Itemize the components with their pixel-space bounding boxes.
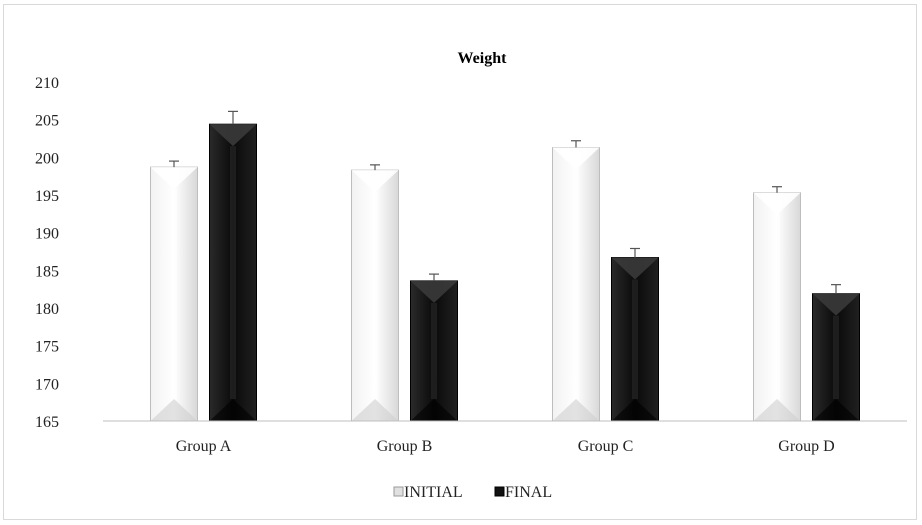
x-tick-label: Group D [778,438,834,455]
bar-top-bevel [611,257,659,280]
bar-initial-group-c [552,140,600,422]
bar-top-bevel [552,147,600,170]
bar-bottom-bevel [209,399,257,421]
bar-bottom-bevel [552,399,600,421]
y-tick-label: 180 [35,301,59,318]
bar-final-group-c [611,247,659,422]
y-tick-label: 185 [35,263,59,280]
bar-final-group-b [410,273,458,422]
bars [150,110,860,422]
legend: INITIAL FINAL [393,484,552,501]
bar-bottom-bevel [351,399,399,421]
y-tick-label: 175 [35,339,59,356]
chart-title: Weight [458,50,508,67]
bar-initial-group-a [150,160,198,422]
y-tick-label: 165 [35,414,59,431]
x-tick-label: Group B [377,438,433,455]
y-tick-label: 170 [35,376,59,393]
legend-label-initial: INITIAL [404,484,463,501]
bar-top-bevel [209,124,257,147]
bar-final-group-a [209,110,257,422]
bar-bottom-bevel [812,399,860,421]
x-tick-label: Group A [176,438,232,455]
bar-bottom-bevel [753,399,801,421]
x-axis: Group A Group B Group C Group D [103,420,907,455]
y-tick-label: 205 [35,113,59,130]
bar-initial-group-d [753,186,801,422]
legend-label-final: FINAL [505,484,552,501]
bar-top-bevel [410,280,458,303]
bar-top-bevel [753,192,801,215]
bar-final-group-d [812,284,860,422]
y-axis: 165 170 175 180 185 190 195 200 205 210 [35,75,59,431]
y-tick-label: 200 [35,150,59,167]
bar-top-bevel [812,293,860,316]
bar-bottom-bevel [410,399,458,421]
y-tick-label: 210 [35,75,59,92]
bar-bottom-bevel [611,399,659,421]
y-tick-label: 195 [35,188,59,205]
legend-swatch-final [494,486,505,497]
y-tick-label: 190 [35,226,59,243]
legend-swatch-initial [393,486,404,497]
bar-initial-group-b [351,164,399,422]
bar-top-bevel [351,170,399,193]
bar-bottom-bevel [150,399,198,421]
bar-top-bevel [150,167,198,190]
x-tick-label: Group C [578,438,634,455]
